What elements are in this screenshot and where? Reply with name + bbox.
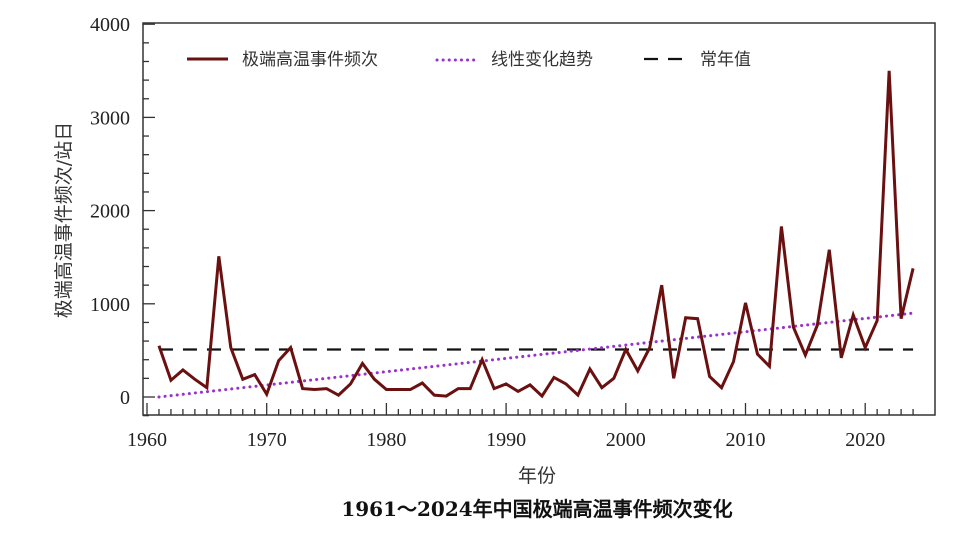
x-tick-label: 2020 xyxy=(845,429,885,451)
y-tick-label: 1000 xyxy=(90,294,130,316)
x-tick-label: 2010 xyxy=(726,429,766,451)
plot-frame xyxy=(142,22,936,416)
x-tick-label: 1980 xyxy=(366,429,406,451)
legend-label-normal: 常年值 xyxy=(700,50,751,70)
axis-ticks xyxy=(143,23,914,417)
y-tick-labels: 0 1000 2000 3000 4000 xyxy=(90,14,130,409)
chart-title: 1961～2024年中国极端高温事件频次变化 xyxy=(341,497,732,521)
y-tick-label: 0 xyxy=(120,387,130,409)
data-points xyxy=(159,71,913,396)
y-tick-label: 3000 xyxy=(90,107,130,129)
legend-label-trend: 线性变化趋势 xyxy=(491,50,593,70)
y-axis-title: 极端高温事件频次/站日 xyxy=(53,122,75,318)
legend-label-series: 极端高温事件频次 xyxy=(242,50,378,70)
y-tick-label: 2000 xyxy=(90,201,130,223)
x-tick-label: 1990 xyxy=(486,429,526,451)
legend: 极端高温事件频次 线性变化趋势 常年值 xyxy=(187,50,751,70)
series-line xyxy=(157,70,915,399)
y-tick-label: 4000 xyxy=(90,14,130,36)
x-axis-title: 年份 xyxy=(518,465,556,487)
x-tick-labels: 1960 1970 1980 1990 2000 2010 2020 xyxy=(127,429,885,451)
trend-line xyxy=(157,311,915,399)
x-tick-label: 1960 xyxy=(127,429,167,451)
x-tick-label: 1970 xyxy=(247,429,287,451)
x-tick-label: 2000 xyxy=(606,429,646,451)
